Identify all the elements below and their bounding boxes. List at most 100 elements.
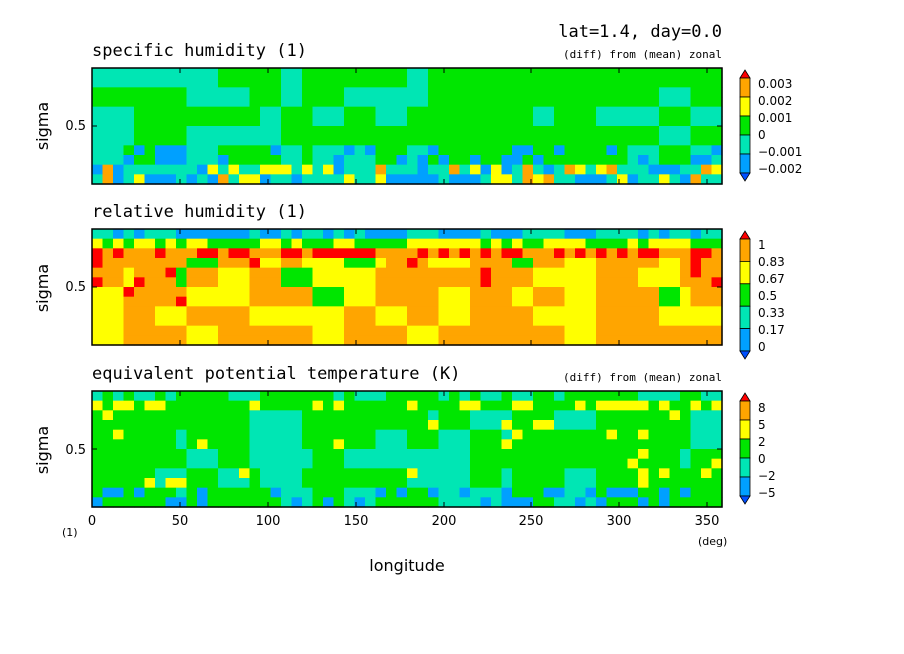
heatmap-cell — [113, 439, 125, 450]
heatmap-cell — [585, 106, 597, 117]
heatmap-cell — [659, 164, 671, 175]
heatmap-cell — [386, 106, 398, 117]
heatmap-cell — [365, 267, 377, 278]
heatmap-cell — [512, 97, 524, 108]
heatmap-cell — [186, 449, 198, 460]
heatmap-cell — [522, 497, 534, 508]
heatmap-cell — [585, 487, 597, 498]
heatmap-cell — [344, 306, 356, 317]
heatmap-cell — [459, 277, 471, 288]
heatmap-cell — [596, 126, 608, 137]
heatmap-cell — [165, 155, 177, 166]
heatmap-cell — [617, 258, 629, 269]
heatmap-cell — [638, 487, 650, 498]
heatmap-cell — [218, 316, 230, 327]
heatmap-cell — [312, 145, 324, 156]
heatmap-cell — [680, 487, 692, 498]
heatmap-cell — [501, 410, 513, 421]
heatmap-cell — [522, 164, 534, 175]
heatmap-cell — [449, 420, 461, 431]
heatmap-cell — [375, 487, 387, 498]
heatmap-cell — [207, 248, 219, 259]
heatmap-cell — [491, 164, 503, 175]
heatmap-cell — [228, 468, 240, 479]
heatmap-cell — [417, 106, 429, 117]
heatmap-cell — [344, 229, 356, 240]
heatmap-cell — [564, 316, 576, 327]
heatmap-cell — [176, 77, 188, 88]
heatmap-cell — [375, 267, 387, 278]
heatmap-cell — [659, 135, 671, 146]
heatmap-cell — [239, 458, 251, 469]
heatmap-cell — [249, 449, 261, 460]
heatmap-cell — [239, 145, 251, 156]
heatmap-cell — [522, 267, 534, 278]
heatmap-cell — [680, 116, 692, 127]
heatmap-cell — [386, 267, 398, 278]
heatmap-cell — [428, 429, 440, 440]
heatmap-cell — [596, 287, 608, 298]
heatmap-cell — [249, 497, 261, 508]
heatmap-cell — [680, 145, 692, 156]
heatmap-cell — [575, 174, 587, 185]
colorbar-extend-top — [739, 230, 751, 240]
heatmap-cell — [627, 410, 639, 421]
heatmap-cell — [554, 68, 566, 79]
heatmap-cell — [680, 97, 692, 108]
heatmap-cell — [134, 325, 146, 336]
heatmap-cell — [596, 248, 608, 259]
heatmap-cell — [365, 497, 377, 508]
heatmap-cell — [554, 449, 566, 460]
heatmap-cell — [302, 468, 314, 479]
heatmap-cell — [197, 325, 209, 336]
heatmap-cell — [711, 487, 723, 498]
heatmap-cell — [575, 238, 587, 249]
heatmap-cell — [291, 155, 303, 166]
heatmap-cell — [123, 106, 135, 117]
heatmap-cell — [459, 487, 471, 498]
heatmap-cell — [627, 400, 639, 411]
heatmap-cell — [648, 420, 660, 431]
heatmap-cell — [449, 116, 461, 127]
heatmap-cell — [260, 238, 272, 249]
heatmap-cell — [680, 87, 692, 98]
heatmap-cell — [218, 420, 230, 431]
heatmap-cell — [312, 126, 324, 137]
heatmap-cell — [281, 306, 293, 317]
heatmap-cell — [323, 258, 335, 269]
heatmap-cell — [218, 229, 230, 240]
heatmap-cell — [113, 238, 125, 249]
heatmap-cell — [533, 77, 545, 88]
heatmap-cell — [638, 391, 650, 402]
heatmap-cell — [669, 145, 681, 156]
heatmap-cell — [648, 258, 660, 269]
heatmap-cell — [396, 391, 408, 402]
heatmap-cell — [564, 478, 576, 489]
heatmap-cell — [113, 267, 125, 278]
heatmap-cell — [186, 116, 198, 127]
heatmap-cell — [176, 238, 188, 249]
heatmap-cell — [113, 87, 125, 98]
heatmap-cell — [501, 458, 513, 469]
heatmap-cell — [470, 449, 482, 460]
heatmap-cell — [249, 164, 261, 175]
heatmap-cell — [123, 277, 135, 288]
heatmap-cell — [638, 126, 650, 137]
panel-3-cb-label: 0 — [758, 452, 766, 466]
heatmap-cell — [354, 77, 366, 88]
heatmap-cell — [92, 296, 104, 307]
heatmap-cell — [102, 248, 114, 259]
heatmap-cell — [165, 174, 177, 185]
heatmap-cell — [701, 429, 713, 440]
heatmap-cell — [186, 391, 198, 402]
heatmap-cell — [575, 164, 587, 175]
heatmap-cell — [134, 126, 146, 137]
heatmap-cell — [291, 410, 303, 421]
heatmap-cell — [344, 97, 356, 108]
heatmap-cell — [197, 135, 209, 146]
heatmap-cell — [459, 145, 471, 156]
heatmap-cell — [606, 449, 618, 460]
heatmap-cell — [344, 325, 356, 336]
heatmap-cell — [134, 449, 146, 460]
heatmap-cell — [680, 238, 692, 249]
